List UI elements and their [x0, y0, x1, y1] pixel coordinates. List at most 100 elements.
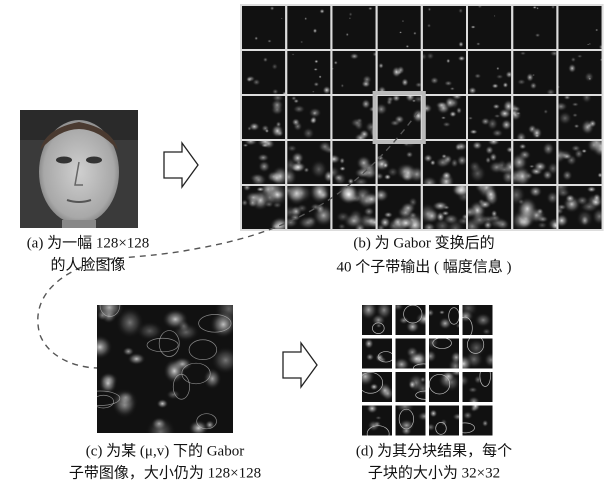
texture	[372, 51, 376, 58]
texture	[594, 28, 599, 32]
contour	[412, 363, 426, 369]
tile-view	[429, 372, 459, 402]
tile-view	[287, 96, 331, 139]
contour	[188, 339, 218, 360]
texture	[513, 169, 524, 184]
tile	[558, 6, 602, 49]
texture	[429, 422, 436, 432]
texture	[414, 81, 421, 88]
texture	[290, 186, 314, 204]
tile-view	[558, 6, 602, 49]
texture	[532, 160, 548, 173]
texture	[484, 145, 495, 155]
texture	[478, 199, 492, 210]
texture	[270, 98, 284, 112]
texture	[542, 141, 555, 157]
tile-view	[97, 305, 233, 433]
texture	[408, 379, 417, 390]
tile-view	[377, 186, 421, 229]
tile-view	[395, 338, 426, 369]
texture	[422, 202, 438, 226]
tile-view	[429, 405, 459, 436]
texture	[255, 186, 265, 193]
texture	[332, 67, 335, 70]
tile-view	[468, 141, 512, 184]
texture	[413, 31, 417, 36]
tile-view	[395, 372, 426, 402]
block-image	[362, 305, 493, 436]
texture	[481, 419, 489, 428]
texture	[442, 121, 452, 128]
texture	[398, 316, 410, 325]
texture	[400, 77, 409, 87]
texture	[317, 141, 331, 153]
texture	[188, 419, 209, 433]
tile-view	[395, 405, 426, 436]
texture	[362, 372, 376, 387]
contour	[97, 394, 114, 409]
texture	[308, 186, 331, 205]
contour	[448, 307, 459, 325]
tile-view	[462, 305, 493, 335]
texture	[280, 17, 283, 20]
tile-view	[558, 51, 602, 94]
texture	[505, 70, 512, 79]
texture	[437, 372, 455, 390]
texture	[422, 175, 439, 184]
texture	[502, 81, 509, 89]
contour	[432, 338, 452, 349]
texture	[438, 316, 453, 330]
tile-view	[242, 6, 286, 49]
texture	[135, 321, 164, 342]
texture	[550, 220, 557, 229]
tile-view	[332, 141, 376, 184]
contour	[198, 314, 232, 333]
tile	[377, 6, 421, 49]
texture	[270, 165, 286, 184]
tile-view	[242, 51, 286, 94]
tile-view	[468, 186, 512, 229]
texture	[597, 172, 602, 179]
texture	[493, 15, 496, 17]
contour	[196, 413, 217, 430]
texture	[492, 103, 501, 110]
tile-view	[468, 51, 512, 94]
texture	[272, 201, 283, 209]
texture	[398, 162, 418, 183]
texture	[405, 320, 420, 334]
tile-view	[422, 6, 466, 49]
texture	[495, 73, 504, 80]
texture	[588, 119, 597, 128]
texture	[398, 216, 414, 229]
tile-view	[462, 405, 493, 436]
contour	[181, 362, 211, 385]
texture	[319, 8, 325, 14]
tile-view	[462, 338, 493, 369]
texture	[248, 122, 261, 132]
texture	[311, 90, 315, 93]
texture	[545, 88, 556, 94]
contour	[403, 305, 423, 324]
texture	[162, 358, 186, 384]
texture	[377, 155, 385, 161]
texture	[441, 210, 450, 217]
texture	[248, 173, 265, 183]
texture	[395, 305, 404, 312]
texture	[467, 386, 478, 394]
contour	[362, 372, 384, 394]
texture	[532, 6, 538, 10]
texture	[389, 119, 401, 127]
texture	[363, 338, 374, 350]
tile-view	[287, 51, 331, 94]
tile-view	[287, 186, 331, 229]
tile-view	[429, 338, 459, 369]
tile	[242, 6, 286, 49]
texture	[468, 116, 474, 120]
texture	[267, 39, 272, 43]
texture	[505, 146, 512, 154]
tile-view	[513, 6, 557, 49]
texture	[558, 149, 574, 161]
texture	[375, 323, 382, 329]
texture	[528, 186, 543, 198]
texture	[422, 221, 437, 229]
